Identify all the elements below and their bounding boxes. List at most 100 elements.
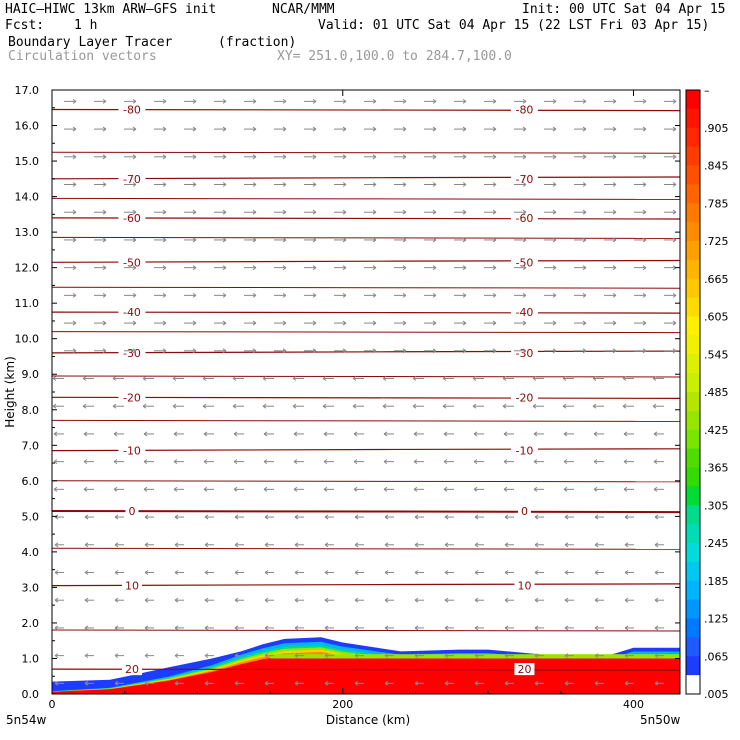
- circulation-vector: [144, 625, 154, 631]
- vector-head: [323, 431, 328, 437]
- temperature-contour-label: -60: [123, 212, 141, 225]
- circulation-vector: [652, 376, 664, 381]
- circulation-vector: [274, 292, 287, 298]
- circulation-vector: [604, 292, 617, 298]
- vector-head: [282, 348, 287, 354]
- circulation-vector: [124, 209, 137, 215]
- vector-head: [402, 292, 407, 298]
- circulation-vector: [354, 570, 364, 575]
- circulation-vector: [124, 348, 137, 354]
- circulation-vector: [244, 265, 257, 271]
- vector-head: [384, 514, 389, 520]
- circulation-vector: [274, 126, 287, 132]
- vector-head: [282, 237, 287, 243]
- vector-head: [564, 514, 569, 520]
- circulation-vector: [604, 154, 617, 160]
- circulation-vector: [82, 376, 94, 381]
- vector-head: [522, 154, 527, 160]
- circulation-vector: [382, 376, 394, 381]
- circulation-vector: [383, 459, 394, 465]
- vector-head: [233, 431, 238, 437]
- vector-head: [522, 265, 527, 271]
- y-tick-label: 15.0: [15, 155, 40, 168]
- vector-head: [282, 292, 287, 298]
- circulation-vector: [443, 459, 454, 465]
- vector-head: [72, 320, 77, 326]
- vector-head: [143, 459, 148, 465]
- circulation-vector: [264, 680, 274, 686]
- circulation-vector: [244, 209, 257, 215]
- vector-head: [372, 237, 377, 243]
- vector-head: [552, 265, 557, 271]
- circulation-vector: [394, 182, 407, 187]
- vector-head: [534, 570, 539, 575]
- vector-head: [442, 403, 447, 409]
- circulation-vector: [454, 237, 467, 243]
- circulation-vector: [664, 126, 677, 132]
- vector-head: [222, 154, 227, 160]
- y-tick-label: 2.0: [22, 617, 40, 630]
- temperature-contour-line: [52, 480, 680, 483]
- vector-head: [564, 680, 569, 686]
- colorbar-swatch: [686, 241, 700, 261]
- circulation-vector: [424, 98, 437, 104]
- circulation-vector: [454, 154, 467, 160]
- vector-head: [222, 320, 227, 326]
- circulation-vector: [263, 459, 274, 465]
- circulation-vector: [532, 376, 544, 381]
- circulation-vector: [354, 653, 364, 659]
- temperature-contour-line: [52, 375, 680, 378]
- circulation-vector: [334, 182, 347, 187]
- colorbar-swatch: [686, 656, 700, 676]
- circulation-vector: [514, 292, 527, 298]
- vector-head: [594, 597, 599, 603]
- x-tick-label: 200: [332, 698, 353, 711]
- circulation-vector: [622, 403, 634, 409]
- vector-head: [552, 126, 557, 132]
- circulation-vector: [594, 570, 604, 575]
- circulation-vector: [244, 292, 257, 298]
- vector-head: [282, 265, 287, 271]
- vector-head: [53, 431, 58, 437]
- y-tick-label: 7.0: [22, 439, 40, 452]
- circulation-vector: [53, 431, 64, 437]
- vector-head: [222, 265, 227, 271]
- circulation-vector: [623, 431, 634, 437]
- temperature-contour-label: -70: [123, 173, 141, 186]
- circulation-vector: [334, 126, 347, 132]
- vector-head: [143, 486, 148, 492]
- colorbar-label: .785: [704, 197, 729, 210]
- temperature-contour-label-bg: [514, 663, 535, 676]
- circulation-vector: [664, 154, 677, 160]
- vector-head: [432, 182, 437, 187]
- temperature-contour-line: [52, 236, 680, 239]
- vector-head: [342, 98, 347, 104]
- circulation-vector: [292, 376, 304, 381]
- vector-head: [174, 542, 179, 548]
- circulation-vector: [274, 98, 287, 104]
- vector-head: [582, 292, 587, 298]
- circulation-vector: [293, 459, 304, 465]
- circulation-vector: [653, 459, 664, 465]
- circulation-vector: [204, 514, 214, 520]
- circulation-vector: [203, 431, 214, 437]
- circulation-vector: [114, 625, 124, 631]
- temperature-contour-label: -10: [515, 445, 533, 458]
- circulation-vector: [604, 98, 617, 104]
- vector-head: [84, 542, 89, 548]
- circulation-vector: [214, 209, 227, 215]
- colorbar-label: .845: [704, 160, 729, 173]
- vector-head: [552, 348, 557, 354]
- vector-head: [83, 459, 88, 465]
- circulation-vector: [444, 597, 454, 603]
- vector-head: [174, 570, 179, 575]
- circulation-vector: [184, 237, 197, 243]
- circulation-vector: [514, 98, 527, 104]
- vector-head: [492, 154, 497, 160]
- vector-head: [342, 348, 347, 354]
- circulation-vector: [204, 597, 214, 603]
- circulation-vector: [232, 403, 244, 409]
- vector-head: [102, 154, 107, 160]
- circulation-vector: [424, 348, 437, 354]
